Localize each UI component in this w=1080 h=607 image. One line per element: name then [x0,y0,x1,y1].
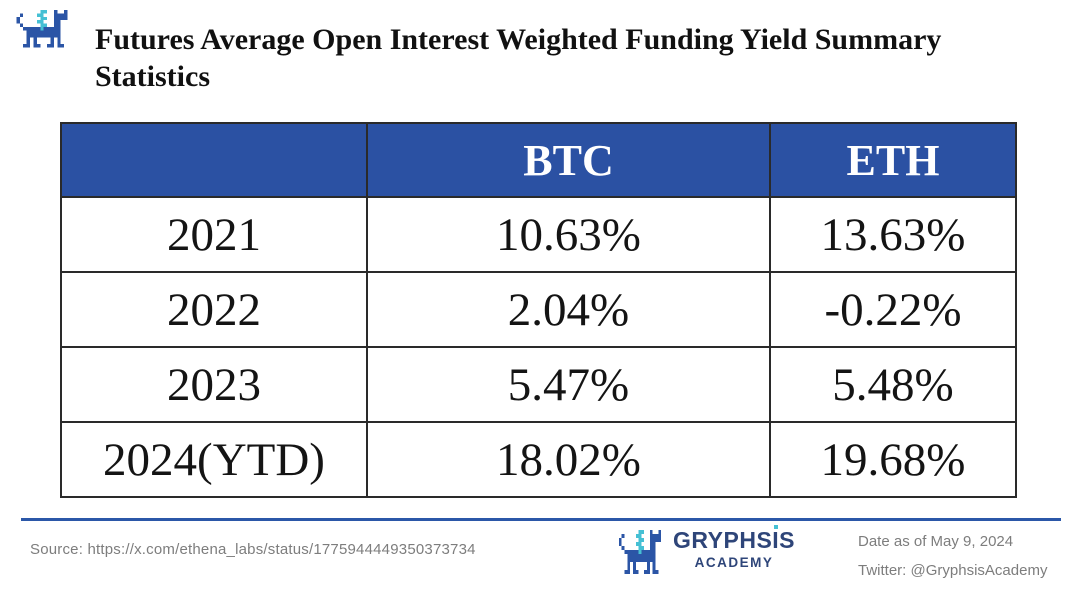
gryphsis-dragon-icon [618,530,662,574]
eth-value-cell: 19.68% [769,421,1017,498]
year-cell: 2024(YTD) [60,421,368,498]
page-title-line-1: Futures Average Open Interest Weighted F… [95,23,942,56]
table-row-2021: 2021 10.63% 13.63% [60,196,1017,273]
year-cell: 2022 [60,271,368,348]
logo-text: GRYPHSIS ACADEMY [673,528,795,570]
btc-value-cell: 5.47% [366,346,771,423]
year-cell: 2021 [60,196,368,273]
date-text: Date as of May 9, 2024 [858,533,1014,550]
eth-value-cell: 5.48% [769,346,1017,423]
logo-word-dotted-i: I [772,527,780,553]
gryphsis-academy-logo: GRYPHSIS ACADEMY [616,528,795,574]
eth-value-cell: 13.63% [769,196,1017,273]
funding-yield-table: BTC ETH 2021 10.63% 13.63% 2022 2.04% -0… [60,122,1017,498]
header-cell-eth: ETH [769,122,1017,198]
logo-subtitle: ACADEMY [694,555,774,570]
page-title: Futures Average Open Interest Weighted F… [95,21,1040,95]
table-row-2024-ytd: 2024(YTD) 18.02% 19.68% [60,421,1017,498]
gryphsis-dragon-icon [13,10,71,60]
twitter-handle-text: Twitter: @GryphsisAcademy [858,562,1048,579]
logo-wordmark: GRYPHSIS [673,528,795,552]
table-header-row: BTC ETH [60,122,1017,198]
source-text: Source: https://x.com/ethena_labs/status… [30,541,476,558]
logo-word-post: S [779,527,796,553]
header-cell-blank [60,122,368,198]
footer-meta: Date as of May 9, 2024 Twitter: @Gryphsi… [858,533,1047,579]
header-cell-btc: BTC [366,122,771,198]
btc-value-cell: 10.63% [366,196,771,273]
logo-word-pre: GRYPHS [673,527,773,553]
page-title-line-2: Statistics [95,60,210,93]
btc-value-cell: 18.02% [366,421,771,498]
table-row-2022: 2022 2.04% -0.22% [60,271,1017,348]
table-row-2023: 2023 5.47% 5.48% [60,346,1017,423]
footer-divider [21,518,1061,521]
eth-value-cell: -0.22% [769,271,1017,348]
btc-value-cell: 2.04% [366,271,771,348]
year-cell: 2023 [60,346,368,423]
